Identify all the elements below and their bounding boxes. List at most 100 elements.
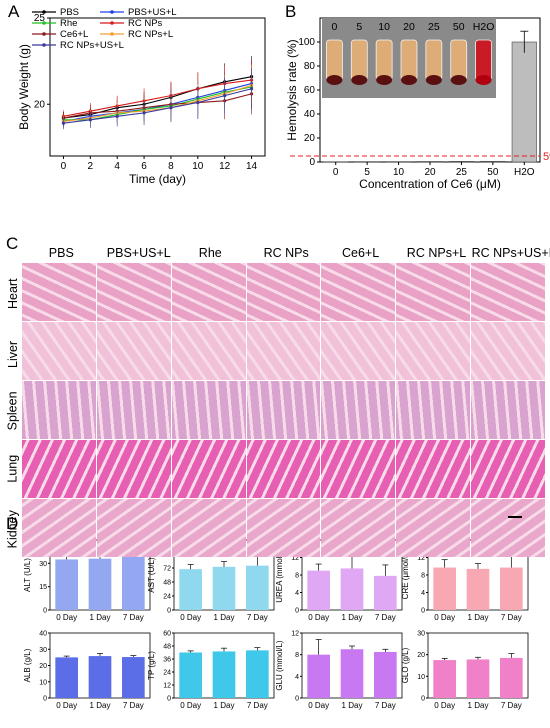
histology-image bbox=[22, 263, 96, 321]
y-tick-label: 36 bbox=[163, 657, 171, 664]
data-point bbox=[223, 94, 227, 98]
x-tick-label: 25 bbox=[456, 167, 468, 178]
histology-image bbox=[321, 499, 396, 557]
y-tick-label: 10 bbox=[39, 679, 47, 686]
tube-pellet bbox=[326, 75, 343, 85]
y-tick-label: 8 bbox=[295, 652, 299, 659]
histology-image bbox=[396, 499, 471, 557]
histology-image bbox=[171, 322, 246, 380]
histology-image bbox=[96, 263, 171, 321]
y-tick-label: 48 bbox=[163, 644, 171, 651]
data-point bbox=[142, 107, 146, 112]
y-axis-label: Hemolysis rate (%) bbox=[285, 39, 299, 140]
legend-label: Rhe bbox=[60, 18, 77, 29]
histology-image bbox=[321, 322, 396, 380]
x-axis-label: Concentration of Ce6 (μM) bbox=[359, 177, 501, 191]
x-tick-label: 0 Day bbox=[308, 613, 329, 622]
tube bbox=[400, 39, 418, 81]
data-point bbox=[61, 119, 66, 124]
y-tick-label: 48 bbox=[163, 580, 171, 587]
histology-image bbox=[396, 381, 471, 439]
histology-image bbox=[22, 499, 96, 557]
y-tick-label: 72 bbox=[163, 566, 171, 573]
bar bbox=[212, 651, 236, 698]
series-line bbox=[63, 83, 252, 123]
x-tick-label: 0 Day bbox=[56, 613, 77, 622]
series-line bbox=[63, 76, 252, 119]
y-tick-label: 4 bbox=[421, 590, 425, 597]
plot-frame bbox=[301, 632, 403, 699]
x-tick-label: 0 Day bbox=[180, 701, 201, 710]
tube bbox=[450, 39, 468, 81]
x-tick-label: 6 bbox=[141, 161, 147, 172]
histology-image bbox=[321, 381, 396, 439]
legend-marker bbox=[110, 10, 114, 14]
bar bbox=[179, 569, 202, 610]
x-tick-label: 0 Day bbox=[434, 613, 455, 622]
histology-image bbox=[246, 263, 321, 321]
data-point bbox=[249, 92, 254, 96]
y-tick-label: 40 bbox=[39, 631, 47, 638]
y-axis-label: GLU (mmol/L) bbox=[275, 640, 284, 691]
legend-marker bbox=[42, 32, 46, 36]
x-tick-label: 4 bbox=[114, 161, 120, 172]
series-line bbox=[63, 86, 252, 121]
histology-image bbox=[471, 322, 546, 380]
histology-image bbox=[171, 381, 246, 439]
x-tick-label: 7 Day bbox=[123, 613, 144, 622]
x-tick-label: 7 Day bbox=[501, 701, 522, 710]
data-point bbox=[223, 81, 227, 86]
histology-column-label: Ce6+L bbox=[342, 246, 380, 260]
data-point bbox=[223, 90, 227, 94]
x-tick-label: 14 bbox=[246, 161, 258, 172]
histology-row-label: Heart bbox=[5, 278, 20, 309]
x-tick-label: 1 Day bbox=[90, 701, 111, 710]
y-tick-label: 0 bbox=[167, 608, 171, 615]
legend-marker bbox=[110, 32, 114, 36]
data-point bbox=[115, 104, 119, 108]
histology-row bbox=[22, 322, 546, 380]
bar bbox=[433, 567, 456, 610]
bar bbox=[307, 570, 330, 610]
data-point bbox=[115, 113, 119, 117]
bar bbox=[340, 568, 364, 610]
y-tick-label: 60 bbox=[163, 631, 171, 638]
data-point bbox=[61, 114, 66, 118]
bar bbox=[246, 565, 269, 610]
legend-label: Ce6+L bbox=[60, 29, 88, 40]
data-point bbox=[61, 116, 66, 120]
inset-label: 50 bbox=[453, 21, 465, 33]
bar bbox=[500, 657, 523, 698]
data-point bbox=[115, 106, 119, 110]
histology-image bbox=[246, 322, 321, 380]
panel-label-d: D bbox=[6, 514, 19, 533]
y-tick-label: 24 bbox=[163, 594, 171, 601]
series-line bbox=[63, 84, 252, 123]
tube bbox=[350, 39, 368, 81]
y-tick-label: 10 bbox=[417, 674, 425, 681]
x-tick-label: 7 Day bbox=[375, 613, 396, 622]
data-point bbox=[169, 104, 173, 108]
plot-frame bbox=[49, 632, 151, 699]
tube-pellet bbox=[450, 75, 467, 85]
legend-label: PBS bbox=[60, 7, 79, 18]
y-tick-label: 20 bbox=[304, 133, 316, 144]
panel-label-b: B bbox=[285, 2, 297, 21]
x-tick-label: 0 Day bbox=[434, 701, 455, 710]
y-tick-label: 20 bbox=[39, 663, 47, 670]
data-point bbox=[88, 118, 92, 122]
y-tick-label: 15 bbox=[39, 584, 47, 591]
bar bbox=[55, 657, 78, 698]
data-point bbox=[196, 95, 200, 99]
x-tick-label: 7 Day bbox=[247, 613, 268, 622]
x-tick-label: 10 bbox=[192, 161, 204, 172]
bar bbox=[433, 660, 456, 698]
data-point bbox=[115, 114, 119, 118]
series-line bbox=[63, 88, 252, 124]
bar bbox=[511, 41, 537, 163]
y-tick-label: 0 bbox=[421, 696, 425, 703]
y-tick-label: 0 bbox=[295, 696, 299, 703]
x-tick-label: H2O bbox=[514, 167, 535, 178]
x-tick-label: 7 Day bbox=[123, 701, 144, 710]
histology-image bbox=[22, 440, 96, 498]
